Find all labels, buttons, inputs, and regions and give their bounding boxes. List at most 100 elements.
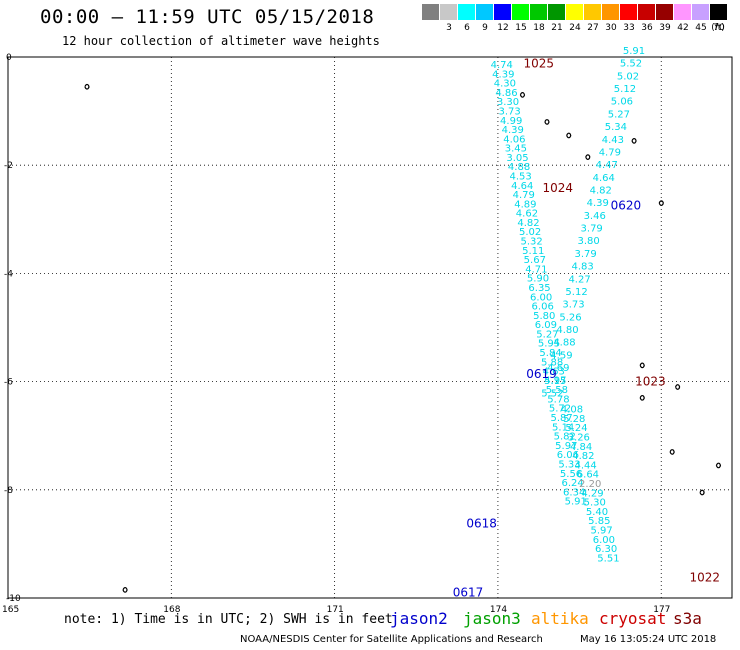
wave-height-value: 5.34 bbox=[605, 122, 627, 133]
wave-height-value: 4.89 bbox=[514, 199, 536, 210]
scale-swatch bbox=[530, 4, 547, 20]
footer-timestamp: May 16 13:05:24 UTC 2018 bbox=[580, 634, 717, 645]
wave-height-value: 4.27 bbox=[568, 274, 590, 285]
scale-tick-label: 12 bbox=[497, 23, 509, 33]
wave-height-value: 3.26 bbox=[568, 433, 590, 444]
wave-height-value: 5.87 bbox=[550, 413, 572, 424]
map-frame bbox=[7, 56, 733, 599]
scale-swatch bbox=[548, 4, 565, 20]
wave-height-value: 5.56 bbox=[560, 469, 582, 480]
island-outline bbox=[699, 489, 705, 496]
scale-tick-label: 70 bbox=[713, 23, 725, 33]
scale-tick-label: 36 bbox=[641, 23, 653, 33]
wave-height-value: 4.29 bbox=[581, 488, 603, 499]
wave-height-value: 5.02 bbox=[617, 71, 639, 82]
scale-tick-label: 21 bbox=[551, 23, 563, 33]
wave-height-value: 5.78 bbox=[547, 394, 569, 405]
scale-swatch bbox=[422, 4, 439, 20]
pass-time-label: 0617 bbox=[453, 586, 484, 600]
scale-swatch bbox=[674, 4, 691, 20]
island-outline bbox=[585, 154, 591, 160]
pressure-label: 1025 bbox=[523, 56, 554, 70]
scale-swatch bbox=[440, 4, 457, 20]
pressure-label: 1024 bbox=[543, 181, 574, 195]
wave-height-value: 3.73 bbox=[498, 106, 520, 117]
wave-height-value: 5.97 bbox=[590, 526, 612, 537]
satellite-legend-item: cryosat bbox=[599, 609, 667, 628]
wave-height-value: 5.12 bbox=[565, 287, 587, 298]
scale-tick-label: 3 bbox=[446, 23, 452, 33]
y-tick-label: -10 bbox=[6, 594, 21, 604]
island-outline bbox=[84, 83, 90, 90]
wave-height-value: 4.69 bbox=[547, 363, 569, 374]
wave-height-value: 4.80 bbox=[556, 325, 578, 336]
wave-height-value: 6.34 bbox=[563, 487, 585, 498]
wave-height-value: 4.44 bbox=[575, 460, 597, 471]
wave-height-value: 3.45 bbox=[505, 144, 527, 155]
scale-tick-label: 30 bbox=[605, 23, 617, 33]
y-tick-label: -6 bbox=[4, 378, 13, 388]
scale-swatch bbox=[692, 4, 709, 20]
wave-height-value: 5.40 bbox=[586, 507, 608, 518]
scale-tick-label: 9 bbox=[482, 23, 488, 33]
wave-height-value: 3.46 bbox=[584, 211, 606, 222]
wave-height-value: 3.30 bbox=[497, 97, 519, 108]
wave-height-value: 5.32 bbox=[521, 237, 543, 248]
wave-height-value: 5.95 bbox=[538, 339, 560, 350]
wave-height-value: 4.64 bbox=[593, 173, 615, 184]
wave-height-value: 6.00 bbox=[530, 292, 552, 303]
island-outline bbox=[674, 384, 681, 390]
x-tick-label: 168 bbox=[163, 605, 180, 615]
wave-height-value: 4.82 bbox=[517, 218, 539, 229]
wave-height-value: 5.85 bbox=[588, 516, 610, 527]
wave-height-value: 5.28 bbox=[563, 414, 585, 425]
wave-height-value: 4.59 bbox=[550, 350, 572, 361]
y-tick-label: 0 bbox=[6, 53, 12, 63]
wave-height-value: 5.11 bbox=[522, 246, 544, 257]
wave-height-value: 6.35 bbox=[528, 283, 550, 294]
wave-height-value: 5.06 bbox=[611, 97, 633, 108]
wave-height-value: 6.06 bbox=[532, 302, 554, 313]
scale-tick-label: 39 bbox=[659, 23, 671, 33]
scale-swatch bbox=[656, 4, 673, 20]
wave-height-value: 3.80 bbox=[578, 236, 600, 247]
wave-height-value: 4.39 bbox=[587, 198, 609, 209]
wave-height-value: 3.79 bbox=[581, 224, 603, 235]
wave-height-value: 4.43 bbox=[602, 135, 624, 146]
scale-swatch bbox=[566, 4, 583, 20]
island-outline bbox=[631, 138, 637, 144]
scale-swatch bbox=[638, 4, 655, 20]
wave-height-value: 4.88 bbox=[508, 162, 530, 173]
x-tick-label: 165 bbox=[2, 605, 19, 615]
wave-height-value: 5.82 bbox=[554, 432, 576, 443]
wave-height-value: 4.88 bbox=[553, 338, 575, 349]
y-tick-label: -8 bbox=[4, 486, 13, 496]
wave-height-value: 5.33 bbox=[558, 459, 580, 470]
wave-height-value: 4.83 bbox=[571, 262, 593, 273]
x-tick-label: 171 bbox=[327, 605, 344, 615]
scale-swatch bbox=[620, 4, 637, 20]
wave-height-value: 4.30 bbox=[494, 79, 516, 90]
wave-height-value: 5.15 bbox=[544, 376, 566, 387]
pressure-label: 1023 bbox=[635, 375, 666, 389]
y-tick-label: -2 bbox=[4, 161, 13, 171]
wave-height-value: 2.20 bbox=[579, 479, 601, 490]
scale-swatch bbox=[494, 4, 511, 20]
wave-height-value: 4.62 bbox=[516, 209, 538, 220]
wave-height-value: 5.91 bbox=[623, 46, 645, 57]
map-subtitle: 12 hour collection of altimeter wave hei… bbox=[62, 34, 380, 48]
island-outline bbox=[669, 449, 675, 455]
wave-height-value: 5.72 bbox=[549, 404, 571, 415]
scale-swatch bbox=[458, 4, 475, 20]
wave-height-value: 3.05 bbox=[506, 153, 528, 164]
scale-tick-label: 45 bbox=[695, 23, 707, 33]
wave-height-value: 4.82 bbox=[572, 451, 594, 462]
wave-height-value: 5.12 bbox=[614, 84, 636, 95]
satellite-legend-item: altika bbox=[531, 609, 589, 628]
scale-swatch bbox=[710, 4, 727, 20]
wave-height-value: 4.74 bbox=[491, 60, 513, 71]
wave-height-value: 5.27 bbox=[608, 109, 630, 120]
wave-height-value: 4.82 bbox=[590, 185, 612, 196]
wave-height-value: 6.00 bbox=[593, 535, 615, 546]
wave-height-value: 5.91 bbox=[565, 497, 587, 508]
